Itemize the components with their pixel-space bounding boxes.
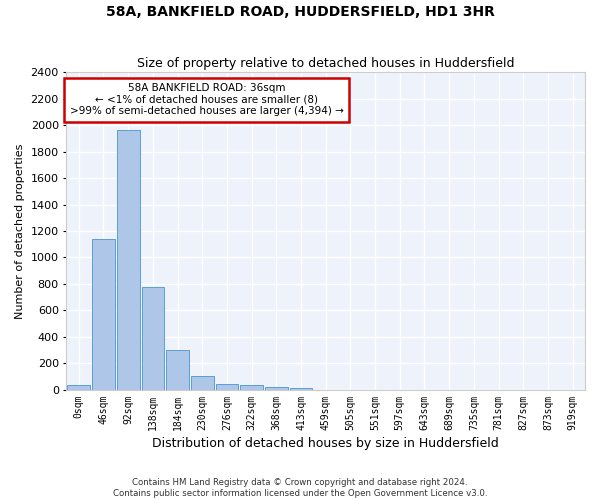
X-axis label: Distribution of detached houses by size in Huddersfield: Distribution of detached houses by size … — [152, 437, 499, 450]
Bar — [290, 388, 313, 390]
Bar — [166, 350, 189, 390]
Bar — [240, 385, 263, 390]
Bar — [265, 387, 287, 390]
Bar — [215, 384, 238, 390]
Bar — [191, 376, 214, 390]
Text: Contains HM Land Registry data © Crown copyright and database right 2024.
Contai: Contains HM Land Registry data © Crown c… — [113, 478, 487, 498]
Y-axis label: Number of detached properties: Number of detached properties — [15, 144, 25, 318]
Text: 58A BANKFIELD ROAD: 36sqm
← <1% of detached houses are smaller (8)
>99% of semi-: 58A BANKFIELD ROAD: 36sqm ← <1% of detac… — [70, 83, 343, 116]
Text: 58A, BANKFIELD ROAD, HUDDERSFIELD, HD1 3HR: 58A, BANKFIELD ROAD, HUDDERSFIELD, HD1 3… — [106, 5, 494, 19]
Bar — [117, 130, 140, 390]
Bar — [67, 386, 90, 390]
Bar — [142, 288, 164, 390]
Bar — [92, 239, 115, 390]
Title: Size of property relative to detached houses in Huddersfield: Size of property relative to detached ho… — [137, 56, 514, 70]
